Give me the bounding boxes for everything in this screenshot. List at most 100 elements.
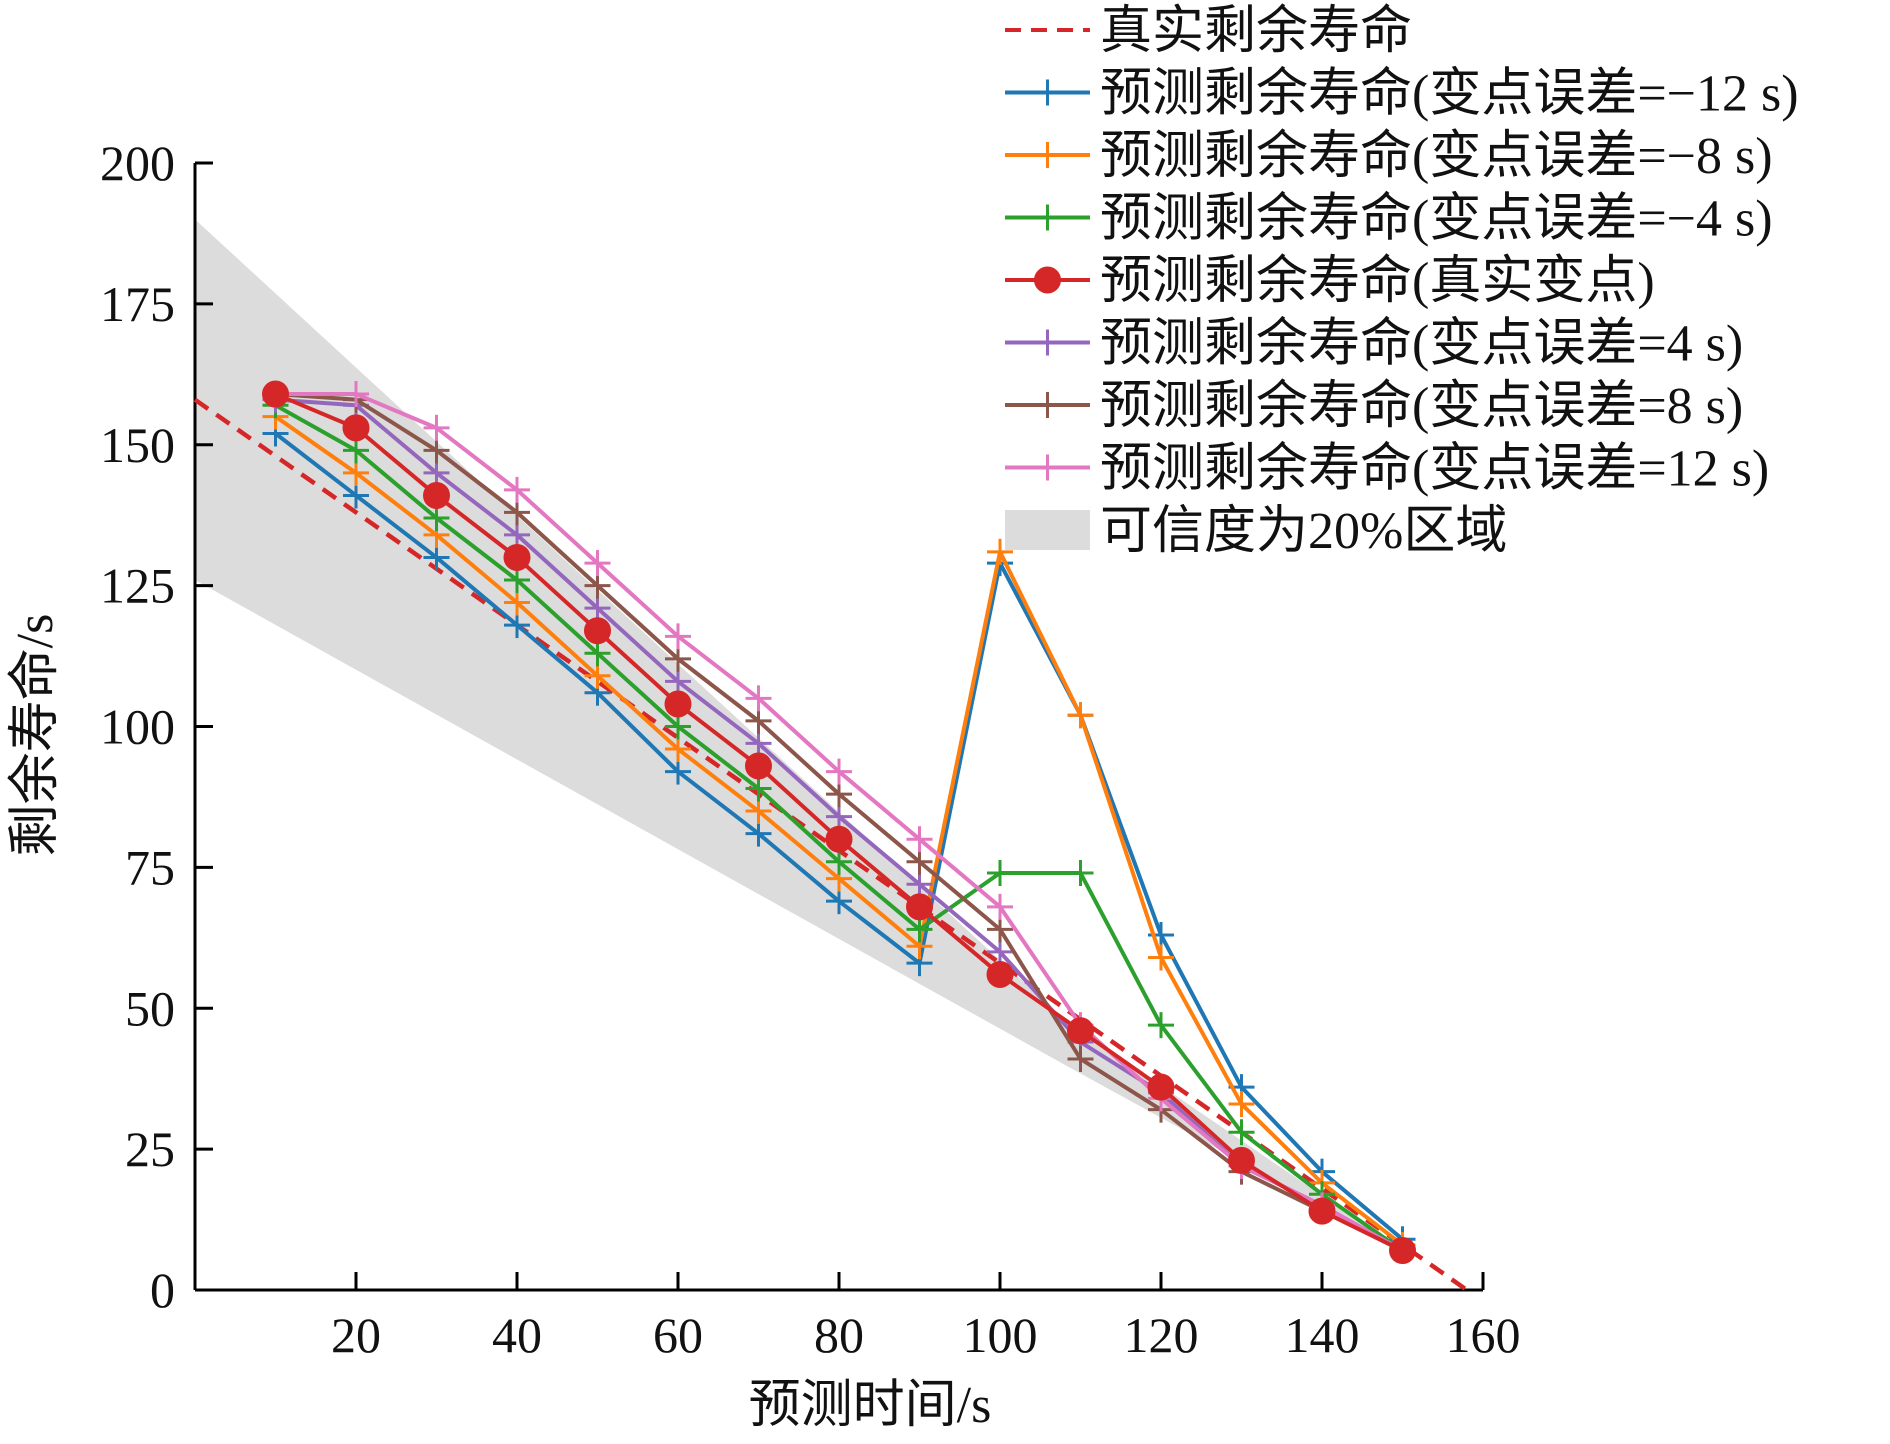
- x-tick-label: 80: [814, 1307, 864, 1363]
- x-tick-label: 160: [1446, 1307, 1521, 1363]
- data-point: [342, 414, 370, 442]
- data-point: [826, 781, 852, 808]
- data-point: [745, 752, 772, 780]
- data-point: [503, 543, 531, 571]
- y-tick-label: 25: [125, 1121, 175, 1177]
- x-tick-label: 140: [1285, 1307, 1360, 1363]
- data-point: [1067, 1045, 1094, 1072]
- data-point: [906, 916, 933, 943]
- y-tick-label: 200: [100, 135, 175, 191]
- y-tick-label: 100: [100, 699, 175, 755]
- data-point: [665, 668, 691, 695]
- legend-label: 预测剩余寿命(变点误差=4 s): [1100, 315, 1743, 373]
- data-point: [423, 459, 450, 486]
- data-point: [1228, 1091, 1255, 1118]
- legend-label: 预测剩余寿命(变点误差=−4 s): [1100, 190, 1773, 248]
- data-point: [745, 820, 772, 847]
- data-point: [826, 888, 852, 915]
- legend-entry: 预测剩余寿命(变点误差=−8 s): [1005, 127, 1773, 185]
- x-tick-label: 20: [331, 1307, 381, 1363]
- data-point: [504, 566, 530, 593]
- data-point: [1228, 1146, 1255, 1174]
- data-point: [826, 758, 852, 785]
- data-point: [745, 685, 772, 712]
- data-point: [665, 736, 691, 763]
- legend-swatch-marker: [1034, 204, 1061, 231]
- legend-label: 预测剩余寿命(变点误差=8 s): [1100, 377, 1743, 435]
- data-point: [987, 916, 1013, 943]
- legend-entry: 预测剩余寿命(真实变点): [1005, 252, 1655, 310]
- legend-entry: 预测剩余寿命(变点误差=4 s): [1005, 315, 1743, 373]
- legend-swatch-band: [1005, 510, 1090, 550]
- data-point: [825, 825, 853, 853]
- data-point: [1228, 1119, 1255, 1146]
- data-point: [584, 550, 611, 577]
- data-point: [826, 803, 852, 830]
- legend-entry: 可信度为20%区域: [1005, 503, 1507, 560]
- data-point: [423, 481, 450, 509]
- data-point: [1148, 1012, 1174, 1039]
- data-point: [584, 572, 611, 599]
- data-point: [584, 640, 611, 667]
- data-point: [504, 521, 530, 548]
- legend-entry: 预测剩余寿命(变点误差=12 s): [1005, 440, 1769, 498]
- y-tick-label: 125: [100, 558, 175, 614]
- data-point: [423, 437, 450, 464]
- series-6: [262, 381, 1416, 1264]
- x-axis-title: 预测时间/s: [749, 1377, 992, 1434]
- legend-swatch-marker: [1034, 392, 1061, 418]
- data-point: [906, 871, 933, 898]
- legend-label: 预测剩余寿命(变点误差=12 s): [1100, 440, 1769, 498]
- data-point: [343, 381, 369, 408]
- data-point: [584, 595, 611, 622]
- data-point: [906, 826, 933, 853]
- legend-label: 可信度为20%区域: [1100, 503, 1507, 560]
- legend-swatch-marker: [1034, 142, 1061, 168]
- data-point: [343, 437, 369, 464]
- data-point: [664, 690, 692, 718]
- data-point: [1389, 1237, 1416, 1265]
- data-point: [986, 960, 1014, 988]
- data-point: [906, 893, 933, 921]
- x-tick-label: 100: [963, 1307, 1038, 1363]
- data-point: [745, 707, 772, 734]
- data-point: [1067, 702, 1094, 729]
- y-tick-label: 75: [125, 839, 175, 895]
- legend-entry: 预测剩余寿命(变点误差=−4 s): [1005, 190, 1773, 248]
- x-tick-label: 120: [1124, 1307, 1199, 1363]
- y-axis-title: 剩余寿命/s: [6, 614, 64, 857]
- y-tick-label: 50: [125, 980, 175, 1036]
- data-point: [826, 848, 852, 875]
- data-point: [1067, 1017, 1094, 1045]
- legend-entry: 真实剩余寿命: [1005, 2, 1412, 60]
- legend-swatch-marker: [1034, 454, 1061, 481]
- data-point: [504, 612, 530, 639]
- data-point: [343, 482, 369, 509]
- series-2: [262, 403, 1416, 1258]
- data-point: [1147, 1073, 1175, 1101]
- data-point: [745, 798, 772, 825]
- y-tick-label: 175: [100, 276, 175, 332]
- series-4: [262, 380, 1416, 1265]
- data-point: [504, 476, 530, 503]
- legend-swatch-marker: [1034, 79, 1061, 106]
- data-point: [906, 848, 933, 875]
- data-point: [987, 860, 1013, 887]
- data-point: [665, 713, 691, 740]
- data-point: [987, 538, 1013, 565]
- data-point: [665, 645, 691, 672]
- x-tick-label: 40: [492, 1307, 542, 1363]
- data-point: [665, 758, 691, 785]
- legend-label: 真实剩余寿命: [1100, 2, 1412, 60]
- y-tick-label: 0: [150, 1262, 175, 1318]
- data-point: [1067, 860, 1094, 887]
- data-point: [987, 938, 1013, 965]
- data-point: [584, 617, 611, 645]
- legend-swatch-marker: [1034, 266, 1061, 294]
- data-point: [584, 662, 611, 689]
- data-point: [262, 380, 289, 408]
- data-point: [423, 505, 450, 532]
